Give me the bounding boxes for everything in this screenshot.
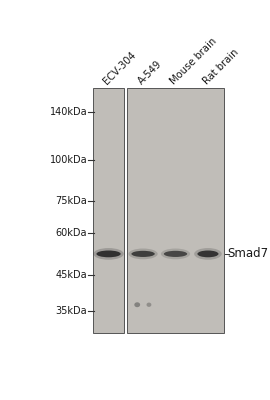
Ellipse shape [164, 251, 187, 257]
Bar [127, 88, 224, 333]
Ellipse shape [93, 248, 124, 260]
Bar [93, 88, 124, 333]
Text: ECV-304: ECV-304 [102, 50, 138, 86]
Text: 75kDa: 75kDa [55, 196, 87, 206]
Text: 35kDa: 35kDa [55, 306, 87, 316]
Text: Mouse brain: Mouse brain [168, 36, 219, 86]
Ellipse shape [197, 250, 218, 257]
Text: 100kDa: 100kDa [49, 155, 87, 165]
Text: 60kDa: 60kDa [56, 228, 87, 238]
Ellipse shape [96, 250, 121, 257]
Ellipse shape [129, 248, 158, 259]
Ellipse shape [161, 248, 190, 259]
Text: 45kDa: 45kDa [55, 270, 87, 280]
Ellipse shape [147, 302, 151, 307]
Ellipse shape [134, 302, 140, 307]
Text: Rat brain: Rat brain [201, 47, 240, 86]
Text: Smad7: Smad7 [227, 247, 268, 260]
Text: A-549: A-549 [136, 59, 164, 86]
Text: 140kDa: 140kDa [49, 107, 87, 117]
Ellipse shape [131, 251, 155, 257]
Ellipse shape [194, 248, 222, 260]
